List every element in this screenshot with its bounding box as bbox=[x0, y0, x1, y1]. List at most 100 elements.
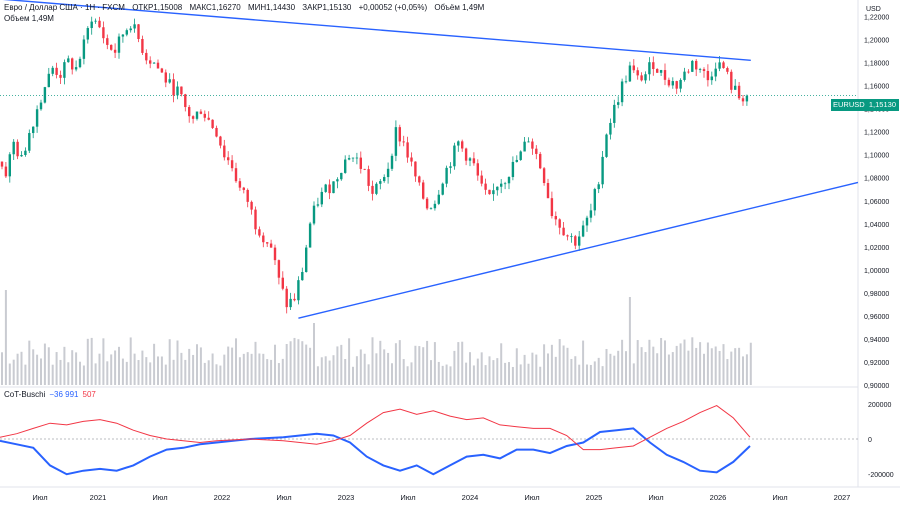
volume-bar bbox=[601, 366, 604, 385]
time-tick-label: Июл bbox=[276, 493, 291, 502]
volume-bar bbox=[371, 337, 374, 385]
price-tick-label: 0,98000 bbox=[864, 291, 889, 298]
candle-body bbox=[741, 98, 745, 102]
cot-tick-label: 200000 bbox=[868, 402, 891, 409]
volume-bar bbox=[445, 364, 448, 385]
candle-body bbox=[379, 181, 382, 184]
volume-bar bbox=[274, 344, 276, 385]
volume-bar bbox=[270, 359, 273, 385]
candle-body bbox=[617, 102, 620, 105]
candle-body bbox=[375, 183, 378, 194]
candle-body bbox=[737, 85, 741, 99]
candle-body bbox=[203, 113, 206, 118]
volume-bar bbox=[742, 356, 744, 385]
candle-body bbox=[422, 182, 425, 199]
candle-body bbox=[320, 191, 323, 205]
candle-body bbox=[394, 127, 398, 156]
candle-body bbox=[698, 69, 702, 70]
volume-bar bbox=[683, 339, 686, 385]
volume-bar bbox=[437, 361, 440, 385]
volume-bar bbox=[675, 345, 678, 385]
symbol-label[interactable]: Евро / Доллар США · 1Н · FXCM bbox=[4, 3, 125, 12]
candle-body bbox=[145, 52, 148, 61]
volume-bar bbox=[344, 358, 347, 385]
volume-bar bbox=[578, 364, 581, 385]
volume-bar bbox=[508, 362, 510, 385]
volume-bar bbox=[738, 347, 741, 385]
candle-body bbox=[207, 117, 210, 120]
candle-body bbox=[12, 141, 15, 155]
volume-bar bbox=[137, 360, 140, 385]
cot-indicator-label[interactable]: CoT-Buschi −36 991 507 bbox=[4, 390, 96, 399]
volume-bar bbox=[28, 340, 31, 385]
volume-bar bbox=[535, 354, 538, 385]
volume-bar bbox=[184, 359, 187, 385]
volume-bar bbox=[472, 365, 475, 385]
volume-bar bbox=[266, 359, 269, 385]
candle-body bbox=[8, 154, 11, 177]
volume-bar bbox=[687, 350, 690, 385]
volume-bar bbox=[730, 351, 733, 385]
volume-bar bbox=[164, 364, 167, 385]
candle-body bbox=[636, 70, 639, 76]
volume-indicator-label[interactable]: Объем 1,49M bbox=[4, 14, 54, 23]
candle-body bbox=[492, 190, 495, 195]
candle-body bbox=[316, 204, 320, 206]
candle-body bbox=[383, 177, 386, 182]
volume-bar bbox=[168, 339, 171, 385]
volume-bar bbox=[157, 356, 159, 385]
volume-bar bbox=[176, 340, 179, 385]
volume-bar bbox=[188, 348, 191, 385]
volume-bar bbox=[519, 364, 522, 385]
volume-bar bbox=[336, 346, 339, 385]
time-tick-label: Июл bbox=[32, 493, 47, 502]
volume-bar bbox=[660, 337, 663, 385]
candle-body bbox=[28, 133, 31, 151]
candle-body bbox=[652, 62, 655, 70]
candle-body bbox=[484, 183, 487, 190]
volume-bar bbox=[441, 365, 444, 385]
volume-bar bbox=[352, 366, 354, 385]
candle-body bbox=[671, 81, 674, 86]
volume-bar bbox=[75, 352, 78, 385]
volume-bar bbox=[258, 353, 261, 385]
volume-bar bbox=[550, 344, 553, 385]
candle-body bbox=[32, 126, 35, 134]
candle-body bbox=[347, 158, 351, 160]
candle-body bbox=[574, 236, 577, 246]
candle-body bbox=[418, 176, 421, 183]
volume-bar bbox=[246, 352, 249, 385]
volume-bar bbox=[160, 356, 163, 385]
volume-bar bbox=[422, 347, 425, 385]
candle-body bbox=[730, 71, 733, 90]
candle-body bbox=[562, 227, 565, 236]
candle-body bbox=[453, 145, 456, 167]
price-tick-label: 1,20000 bbox=[864, 38, 889, 45]
candle-body bbox=[605, 134, 608, 157]
volume-bar bbox=[223, 354, 226, 385]
cot-blue-value: −36 991 bbox=[49, 390, 79, 399]
candle-body bbox=[558, 219, 561, 228]
time-tick-label: Июл bbox=[152, 493, 167, 502]
candle-body bbox=[55, 67, 58, 75]
time-tick-label: 2027 bbox=[834, 493, 851, 502]
candle-body bbox=[441, 183, 444, 195]
candle-body bbox=[67, 58, 70, 63]
volume-bar bbox=[192, 354, 195, 385]
volume-bar bbox=[328, 360, 331, 385]
price-tag-symbol: EURUSD bbox=[833, 100, 865, 109]
volume-bar bbox=[118, 346, 120, 385]
time-tick-label: Июл bbox=[524, 493, 539, 502]
candle-body bbox=[609, 122, 612, 135]
change-value: +0,00052 (+0,05%) bbox=[358, 3, 428, 12]
candle-body bbox=[449, 166, 452, 168]
volume-bar bbox=[480, 352, 483, 385]
volume-bar bbox=[492, 360, 495, 385]
candle-body bbox=[250, 201, 253, 210]
candle-body bbox=[628, 65, 632, 82]
candle-body bbox=[168, 79, 171, 83]
candle-body bbox=[141, 38, 144, 53]
candle-body bbox=[414, 161, 417, 177]
volume-bar bbox=[465, 362, 468, 385]
